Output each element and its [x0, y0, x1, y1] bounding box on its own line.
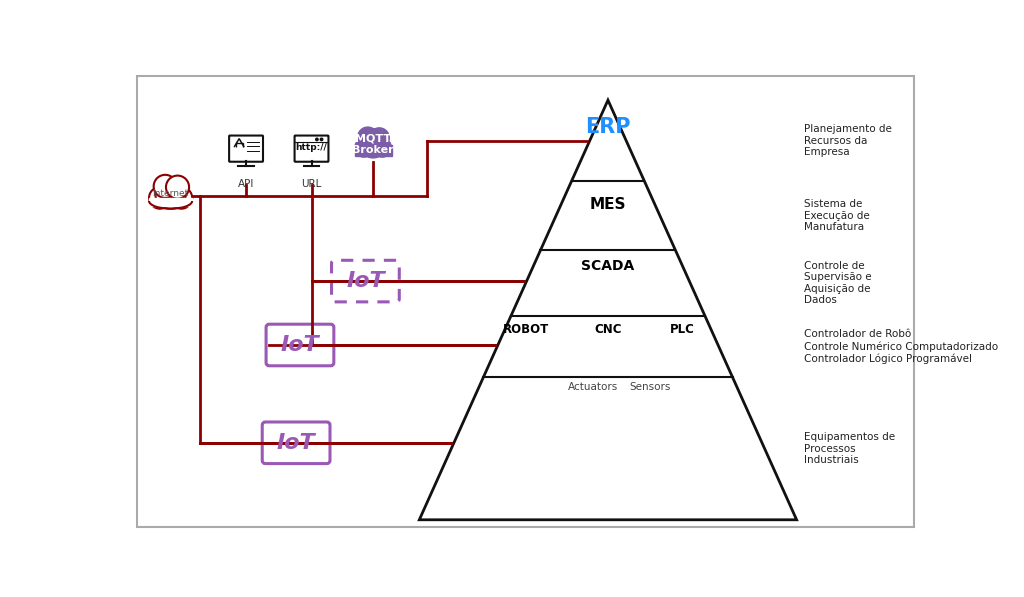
Bar — [354, 145, 391, 156]
Text: CNC: CNC — [594, 323, 622, 336]
FancyBboxPatch shape — [137, 76, 914, 527]
Bar — [150, 198, 193, 205]
Text: ERP: ERP — [585, 116, 631, 137]
Text: Actuators: Actuators — [567, 382, 617, 392]
Text: PLC: PLC — [671, 323, 695, 336]
Circle shape — [321, 138, 323, 141]
Text: URL: URL — [301, 179, 322, 189]
FancyBboxPatch shape — [229, 136, 263, 162]
Text: Sensors: Sensors — [630, 382, 671, 392]
Circle shape — [166, 176, 189, 199]
Circle shape — [370, 128, 389, 148]
Text: MQTT
Broker: MQTT Broker — [352, 133, 394, 155]
FancyBboxPatch shape — [332, 260, 399, 302]
Text: Controlador de Robô
Controle Numérico Computadorizado
Controlador Lógico Program: Controlador de Robô Controle Numérico Co… — [804, 330, 998, 364]
Text: Equipamentos de
Processos
Industriais: Equipamentos de Processos Industriais — [804, 432, 895, 465]
FancyBboxPatch shape — [262, 422, 330, 463]
Text: IoT: IoT — [346, 271, 385, 291]
FancyBboxPatch shape — [295, 136, 329, 162]
Text: http://: http:// — [296, 143, 328, 152]
Circle shape — [315, 138, 318, 141]
Circle shape — [354, 139, 373, 157]
Text: API: API — [238, 179, 254, 189]
Circle shape — [150, 187, 171, 209]
Circle shape — [357, 127, 378, 147]
Circle shape — [171, 187, 193, 209]
Text: IoT: IoT — [276, 433, 315, 453]
Text: SCADA: SCADA — [582, 259, 635, 273]
Text: Sistema de
Execução de
Manufatura: Sistema de Execução de Manufatura — [804, 199, 870, 232]
Text: Internet: Internet — [153, 189, 188, 198]
Text: Controle de
Supervisão e
Aquisição de
Dados: Controle de Supervisão e Aquisição de Da… — [804, 261, 871, 306]
Circle shape — [358, 128, 388, 158]
Circle shape — [373, 139, 391, 157]
FancyBboxPatch shape — [266, 324, 334, 366]
Text: IoT: IoT — [281, 335, 319, 355]
Circle shape — [154, 175, 177, 198]
Text: Planejamento de
Recursos da
Empresa: Planejamento de Recursos da Empresa — [804, 124, 892, 157]
Text: ROBOT: ROBOT — [503, 323, 549, 336]
Text: MES: MES — [590, 196, 627, 211]
Circle shape — [156, 178, 186, 209]
